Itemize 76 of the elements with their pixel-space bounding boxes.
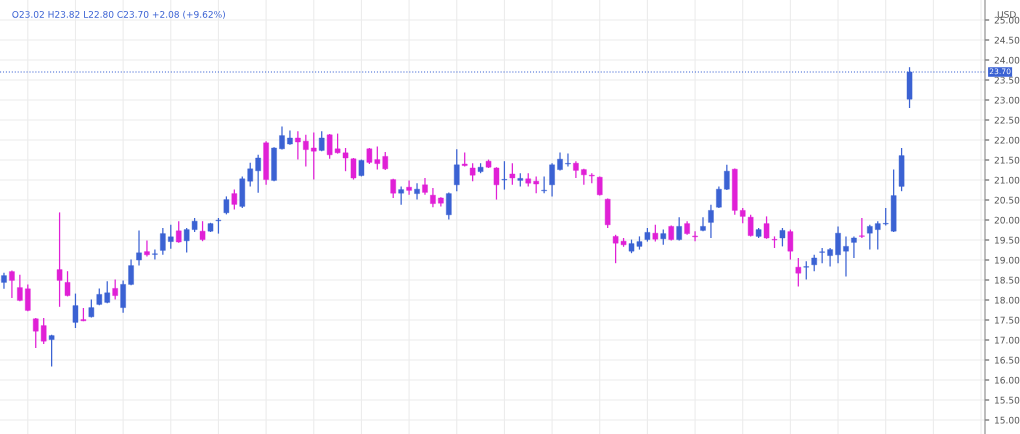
y-tick-label: 23.00 (994, 96, 1020, 104)
y-axis-title: USD (997, 11, 1016, 18)
y-tick-label: 19.50 (995, 236, 1020, 244)
candlestick (867, 224, 873, 251)
candlestick (231, 188, 238, 211)
candlestick (787, 228, 794, 261)
y-tick-label: 22.00 (994, 136, 1020, 144)
candlestick (596, 175, 603, 197)
candlestick (779, 227, 786, 248)
candlestick (827, 247, 833, 268)
candlestick (311, 131, 317, 181)
candlestick (565, 152, 571, 168)
y-tick-label: 16.00 (995, 376, 1020, 384)
y-tick-label: 25.00 (994, 16, 1020, 24)
candlestick (279, 125, 285, 151)
candlestick (581, 168, 587, 186)
candlestick (56, 211, 63, 308)
y-tick-label: 17.50 (995, 316, 1020, 324)
candlestick (295, 130, 301, 161)
y-tick-label: 20.00 (994, 216, 1020, 224)
annotation: O23.02 H23.82 L22.80 C23.70 +2.08 (+9.62%) (12, 10, 225, 19)
y-tick-label: 24.50 (994, 36, 1020, 44)
candlestick (144, 239, 150, 258)
candlestick (875, 220, 881, 251)
candlestick (430, 187, 436, 208)
candlestick (398, 185, 404, 206)
candlestick (843, 235, 849, 278)
y-tick-label: 19.00 (995, 256, 1020, 264)
candlestick (72, 292, 79, 329)
y-tick-label: 18.00 (995, 296, 1020, 304)
candlestick (795, 257, 802, 288)
candlestick (17, 274, 23, 302)
y-tick-label: 15.50 (995, 396, 1020, 404)
candlestick (454, 148, 460, 192)
candlestick (303, 134, 309, 168)
y-tick-label: 20.50 (994, 196, 1020, 204)
candlestick (64, 270, 71, 298)
y-tick-label: 15.00 (995, 416, 1020, 424)
candlestick (255, 154, 261, 194)
candlestick (199, 220, 206, 242)
candlestick (501, 160, 508, 191)
candlestick (160, 227, 166, 256)
candlestick (120, 279, 126, 314)
candlestick (136, 229, 142, 267)
candlestick (112, 278, 118, 301)
y-tick-label: 18.50 (995, 276, 1020, 284)
candlestick (859, 217, 865, 239)
candlestick (446, 191, 452, 221)
candlestick (724, 164, 730, 191)
y-tick-label: 21.50 (994, 156, 1020, 164)
y-tick-label: 17.00 (995, 336, 1020, 344)
y-tick-label: 21.00 (994, 176, 1020, 184)
candlestick (25, 283, 31, 312)
candlestick (9, 269, 15, 299)
candlestick (803, 260, 810, 281)
y-tick-label: 16.50 (995, 356, 1020, 364)
candlestick (128, 258, 134, 286)
candlestick (692, 230, 698, 242)
candlestick (763, 215, 770, 240)
candlestick (851, 235, 857, 259)
y-tick-label: 24.00 (994, 56, 1020, 64)
candlestick (168, 224, 174, 250)
candlestick (414, 182, 420, 201)
candlestick (48, 334, 55, 368)
candlestick (700, 216, 706, 232)
candlestick (541, 175, 547, 194)
y-tick-label: 23.50 (994, 76, 1020, 84)
candlestick (835, 225, 841, 264)
candlestick (708, 204, 714, 239)
candlestick (247, 162, 253, 188)
candlestick (175, 220, 182, 244)
y-tick-label: 22.50 (994, 116, 1020, 124)
candlestick (549, 162, 555, 198)
candlestick (406, 179, 412, 196)
candlestick (152, 248, 158, 261)
candlestick (509, 162, 516, 186)
